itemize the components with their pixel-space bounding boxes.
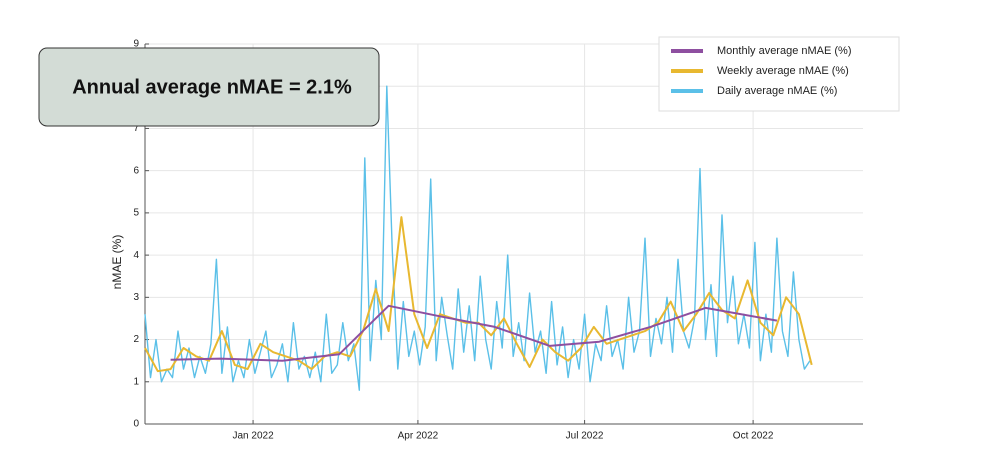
annotation: Annual average nMAE = 2.1% — [72, 76, 352, 98]
y-tick-label: 0 — [133, 419, 139, 430]
y-tick-label: 7 — [133, 123, 139, 134]
x-tick-label: Jan 2022 — [232, 431, 274, 442]
series-line — [144, 85, 811, 391]
legend-label: Weekly average nMAE (%) — [717, 65, 849, 77]
legend-label: Daily average nMAE (%) — [717, 85, 837, 97]
legend: Monthly average nMAE (%) Weekly average n… — [658, 36, 900, 112]
y-tick-label: 5 — [133, 208, 139, 219]
y-tick-label: 6 — [133, 165, 139, 176]
y-tick-label: 4 — [133, 250, 139, 261]
y-axis-label: nMAE (%) — [110, 235, 124, 290]
x-tick-label: Oct 2022 — [733, 431, 774, 442]
y-tick-label: 2 — [133, 334, 139, 345]
annotation-box — [38, 47, 380, 127]
series-line — [170, 304, 778, 362]
x-tick-label: Jul 2022 — [566, 431, 604, 442]
series-line — [144, 216, 813, 373]
y-tick-label: 9 — [133, 39, 139, 50]
x-tick-label: Apr 2022 — [398, 431, 439, 442]
legend-label: Monthly average nMAE (%) — [717, 45, 852, 57]
y-tick-label: 1 — [133, 376, 139, 387]
y-tick-label: 3 — [133, 292, 139, 303]
